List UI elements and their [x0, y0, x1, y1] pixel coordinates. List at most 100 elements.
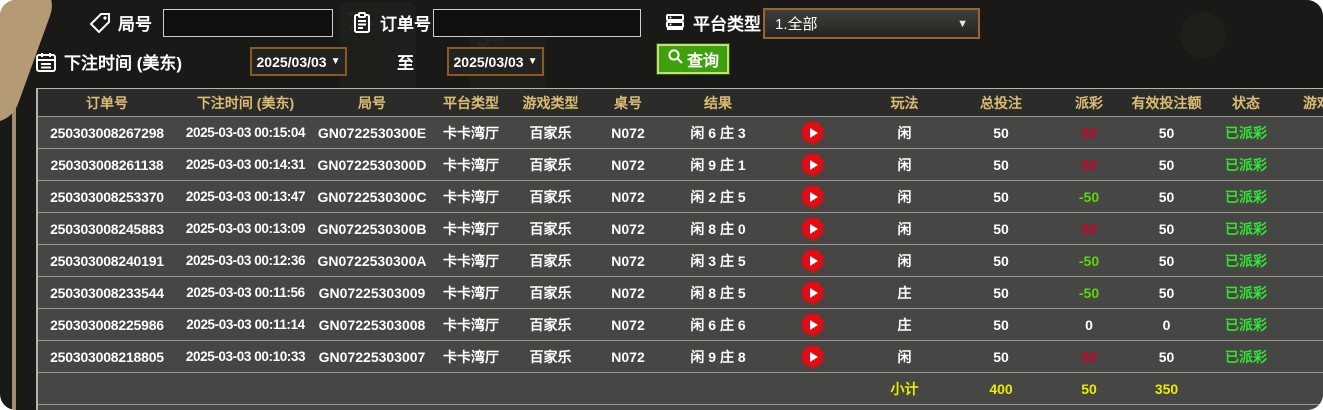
- game-no-input[interactable]: [163, 9, 333, 37]
- cell-table-no: N072: [588, 116, 668, 149]
- chevron-down-icon: ▼: [527, 56, 538, 67]
- cell-valid-bet: 50: [1128, 212, 1205, 245]
- cell-replay: [768, 308, 857, 341]
- table-header-row: 订单号 下注时间 (美东) 局号 平台类型 游戏类型 桌号 结果 玩法 总投注 派彩 有效投注额 状态…: [38, 89, 1323, 117]
- cell-bet-time: 2025-03-03 00:15:04: [176, 116, 315, 149]
- to-label-group: 至: [397, 49, 414, 74]
- chevron-down-icon: ▼: [330, 56, 341, 67]
- table-body: 250303008267298 2025-03-03 00:15:04 GN0722…: [38, 116, 1323, 410]
- play-triangle: [810, 319, 818, 330]
- table-row: 250303008233544 2025-03-03 00:11:56 GN0722…: [38, 276, 1323, 309]
- cell-game: [1287, 212, 1323, 245]
- cell-bet-time: 2025-03-03 00:10:33: [176, 340, 315, 373]
- cell-total-bet: 50: [952, 308, 1050, 341]
- cell-round-no: GN0722530300E: [315, 116, 429, 149]
- grand-total-empty-cell: [315, 404, 429, 410]
- replay-play-icon[interactable]: [802, 122, 823, 143]
- table-row: 250303008225986 2025-03-03 00:11:14 GN0722…: [38, 308, 1323, 341]
- cell-payout: 50: [1050, 148, 1128, 181]
- subtotal-empty-cell: [1287, 372, 1323, 405]
- grand-total-empty-cell: [1205, 404, 1287, 410]
- column-header-game-type: 游戏类型: [513, 89, 588, 117]
- column-header-platform-type: 平台类型: [429, 89, 513, 117]
- cell-status: 已派彩: [1205, 340, 1287, 373]
- cell-round-no: GN0722530300B: [315, 212, 429, 245]
- grand-total-empty-cell: [513, 404, 588, 410]
- column-header-status: 状态: [1205, 89, 1287, 117]
- order-no-input[interactable]: [433, 9, 641, 37]
- replay-play-icon[interactable]: [802, 186, 823, 207]
- cell-game-type: 百家乐: [513, 276, 588, 309]
- column-header-payout: 派彩: [1050, 89, 1128, 117]
- replay-play-icon[interactable]: [802, 218, 823, 239]
- play-triangle: [810, 191, 818, 202]
- cell-payout: -50: [1050, 276, 1128, 309]
- cell-round-no: GN07225303008: [315, 308, 429, 341]
- column-header-total-bet: 总投注: [952, 89, 1050, 117]
- cell-result: 闲 6 庄 6: [668, 308, 768, 341]
- cell-bet-time: 2025-03-03 00:14:31: [176, 148, 315, 181]
- subtotal-empty-cell: [513, 372, 588, 405]
- cell-valid-bet: 50: [1128, 116, 1205, 149]
- table-row: 250303008253370 2025-03-03 00:13:47 GN0722…: [38, 180, 1323, 213]
- cell-replay: [768, 244, 857, 277]
- replay-play-icon[interactable]: [802, 154, 823, 175]
- date-to-value: 2025/03/03: [453, 53, 524, 70]
- play-triangle: [810, 255, 818, 266]
- cell-status: 已派彩: [1205, 244, 1287, 277]
- cell-valid-bet: 50: [1128, 340, 1205, 373]
- subtotal-empty-cell: [588, 372, 668, 405]
- replay-play-icon[interactable]: [802, 346, 823, 367]
- replay-play-icon[interactable]: [802, 314, 823, 335]
- cell-table-no: N072: [588, 276, 668, 309]
- cell-platform-type: 卡卡湾厅: [429, 180, 513, 213]
- column-header-valid-bet: 有效投注额: [1128, 89, 1205, 117]
- query-button[interactable]: 查询: [655, 43, 731, 75]
- cell-round-no: GN0722530300A: [315, 244, 429, 277]
- column-header-bet-on: 玩法: [857, 89, 952, 117]
- game-no-label: 局号: [118, 15, 152, 34]
- cell-platform-type: 卡卡湾厅: [429, 212, 513, 245]
- cell-valid-bet: 50: [1128, 148, 1205, 181]
- table-row: 250303008218805 2025-03-03 00:10:33 GN0722…: [38, 340, 1323, 373]
- cell-platform-type: 卡卡湾厅: [429, 308, 513, 341]
- play-triangle: [810, 159, 818, 170]
- column-header-table-no: 桌号: [588, 89, 668, 117]
- cell-bet-time: 2025-03-03 00:11:14: [176, 308, 315, 341]
- background-decoration: [12, 92, 16, 410]
- cell-payout: 50: [1050, 116, 1128, 149]
- cell-bet-time: 2025-03-03 00:13:09: [176, 212, 315, 245]
- date-to-picker[interactable]: 2025/03/03 ▼: [447, 47, 544, 76]
- date-from-picker[interactable]: 2025/03/03 ▼: [250, 47, 347, 76]
- platform-type-label-group: 平台类型: [663, 10, 761, 35]
- cell-replay: [768, 180, 857, 213]
- bet-records-table: 订单号 下注时间 (美东) 局号 平台类型 游戏类型 桌号 结果 玩法 总投注 派彩 有效投注额 状态…: [38, 89, 1323, 410]
- grand-total-empty-cell: [768, 404, 857, 410]
- replay-play-icon[interactable]: [802, 282, 823, 303]
- cell-table-no: N072: [588, 340, 668, 373]
- platform-type-select[interactable]: 1.全部 ▼: [763, 8, 980, 39]
- subtotal-empty-cell: [668, 372, 768, 405]
- cell-table-no: N072: [588, 212, 668, 245]
- table-row: 250303008261138 2025-03-03 00:14:31 GN0722…: [38, 148, 1323, 181]
- bet-time-label: 下注时间 (美东): [64, 54, 183, 73]
- cell-status: 已派彩: [1205, 276, 1287, 309]
- cell-bet-on: 闲: [857, 148, 952, 181]
- column-header-order-no: 订单号: [38, 89, 176, 117]
- play-triangle: [810, 351, 818, 362]
- cell-replay: [768, 340, 857, 373]
- cell-bet-on: 闲: [857, 340, 952, 373]
- cell-total-bet: 50: [952, 148, 1050, 181]
- grand-total-empty-cell: [176, 404, 315, 410]
- cell-game-type: 百家乐: [513, 340, 588, 373]
- cell-game-type: 百家乐: [513, 212, 588, 245]
- game-no-label-group: 局号: [88, 10, 152, 35]
- subtotal-empty-cell: [768, 372, 857, 405]
- to-label: 至: [397, 54, 414, 73]
- replay-play-icon[interactable]: [802, 250, 823, 271]
- grand-total-empty-cell: [38, 404, 176, 410]
- filter-bar: 局号 订单号 平台类型 1.全部 ▼: [0, 0, 1323, 88]
- cell-replay: [768, 148, 857, 181]
- column-header-round-no: 局号: [315, 89, 429, 117]
